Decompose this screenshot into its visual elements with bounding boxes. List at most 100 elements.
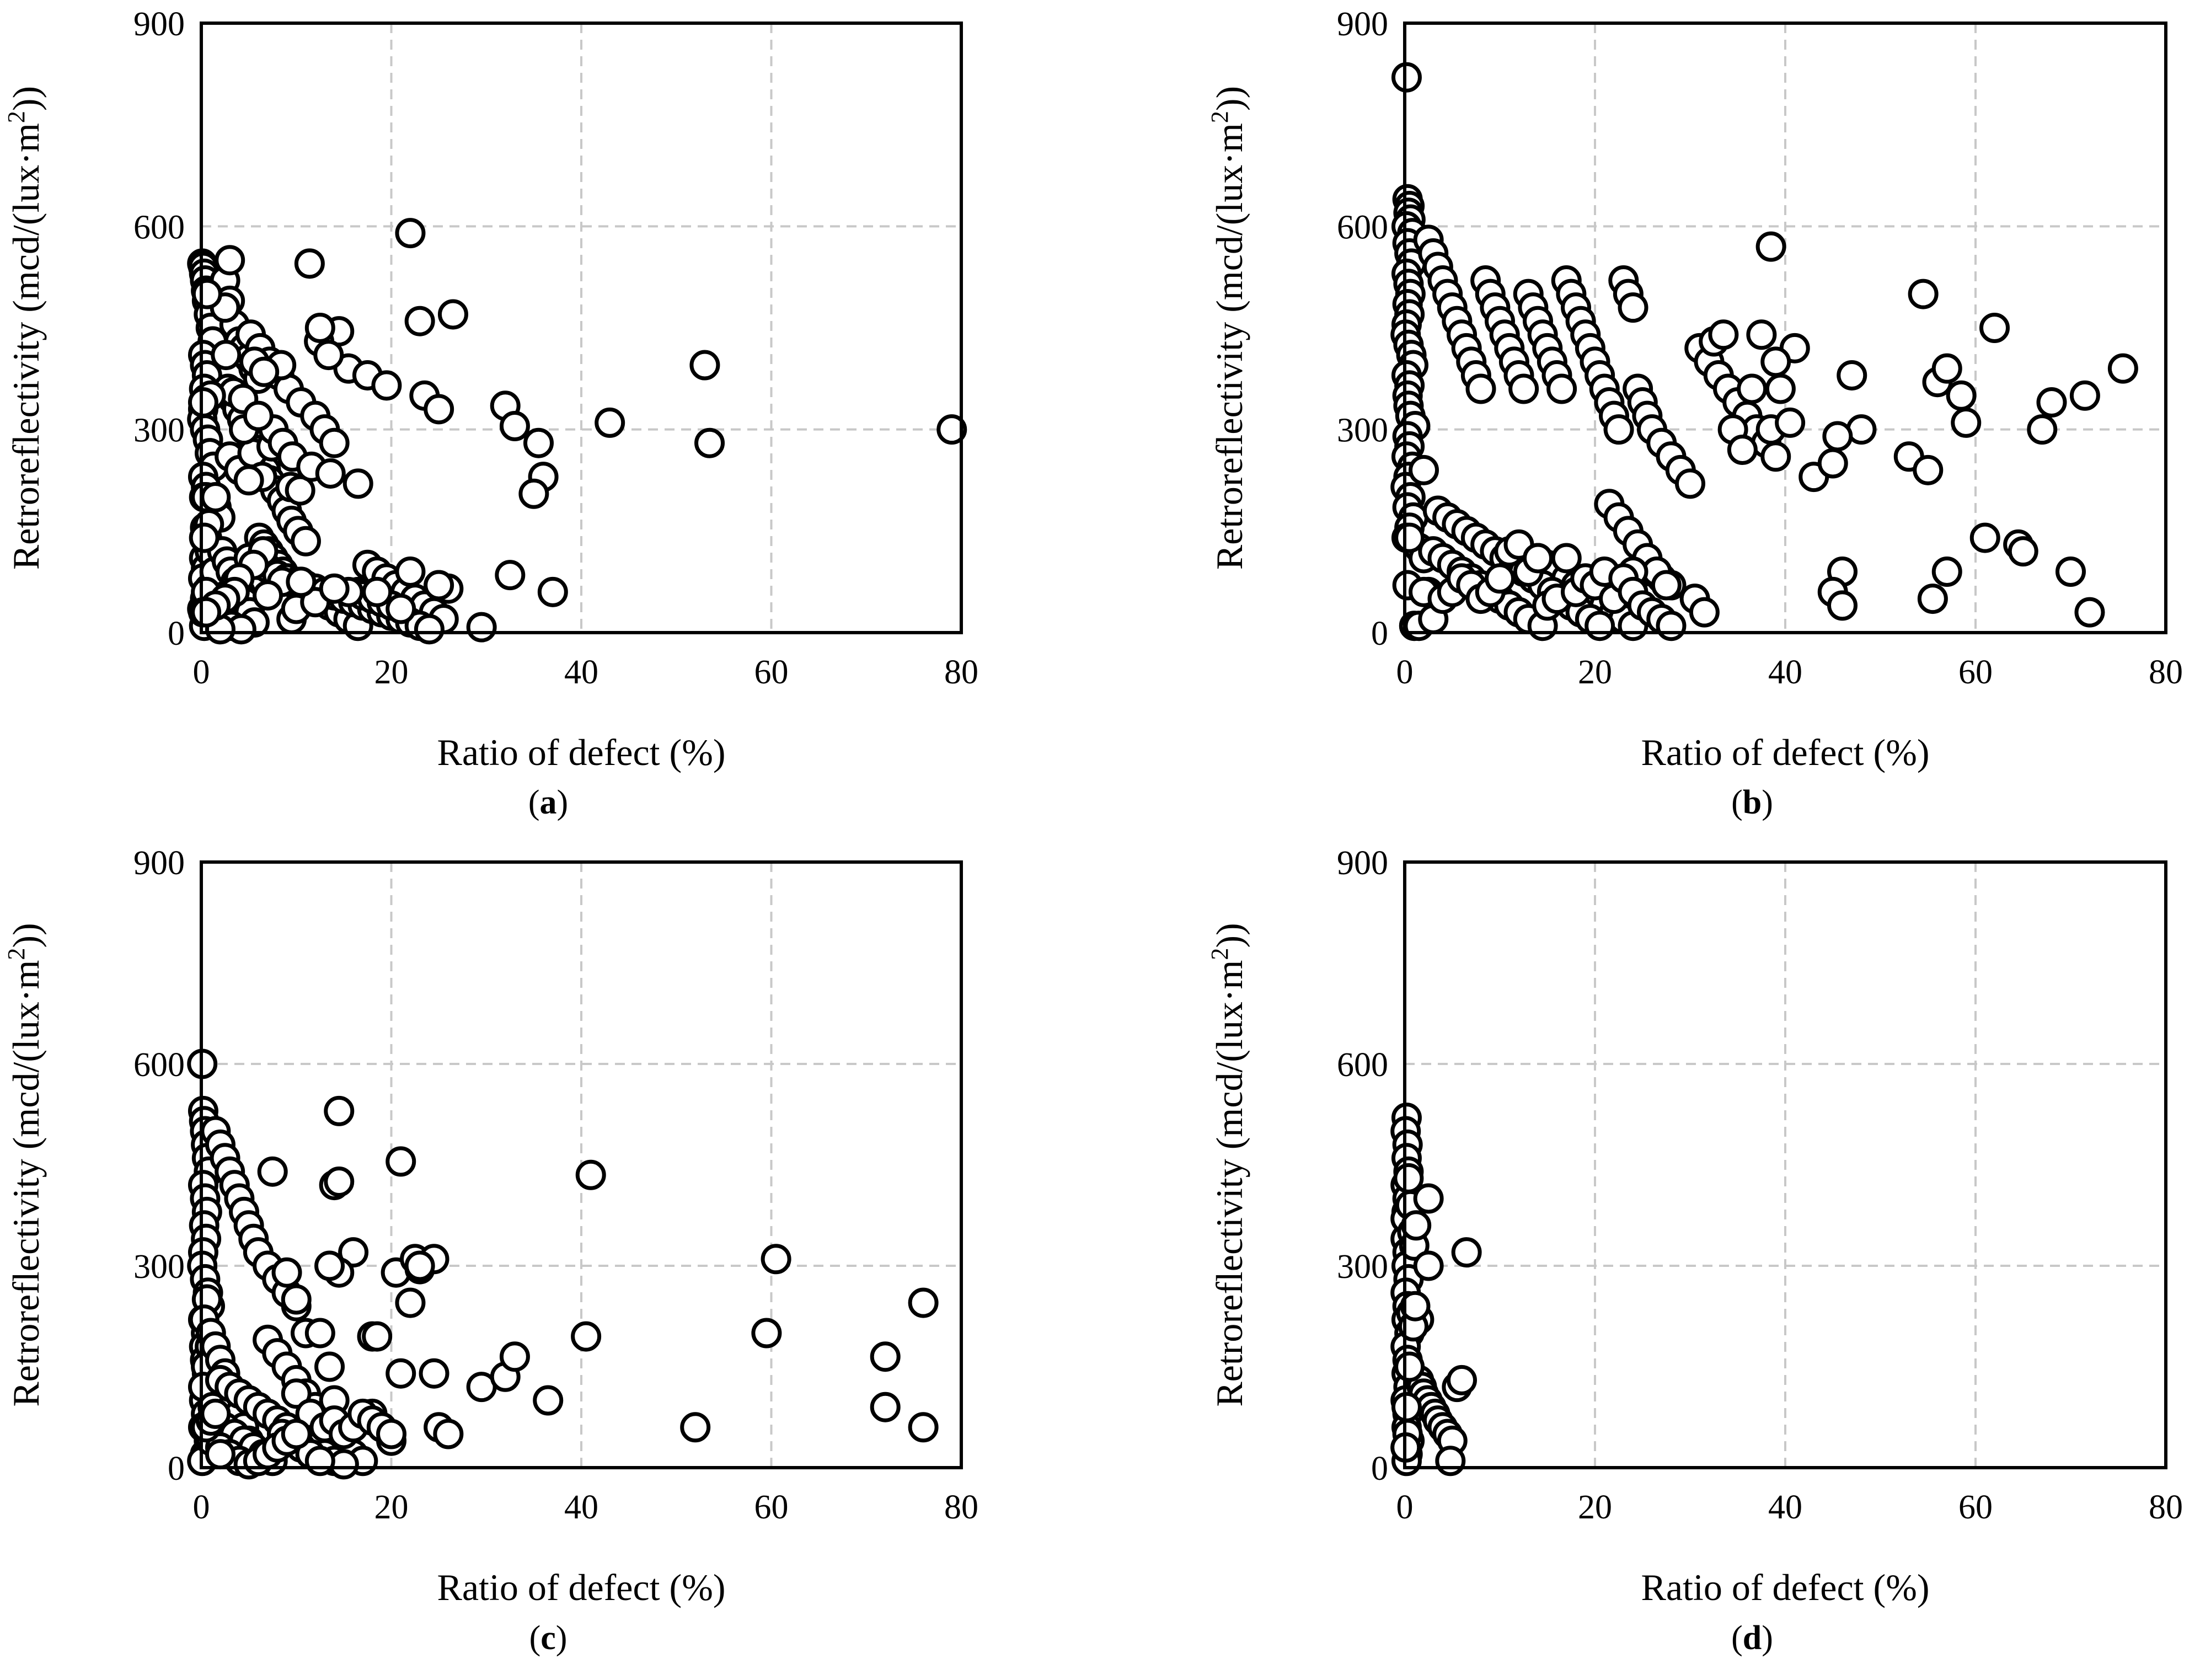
scatter-point [1451,1237,1482,1268]
scatter-point [499,411,530,442]
scatter-point [188,387,218,418]
y-tick-label: 900 [1337,844,1388,882]
scatter-point [1979,313,2010,343]
y-axis-title-main: Retroreflectivity (mcd/(lux·m [5,960,47,1407]
x-tick-label: 60 [1958,1489,1993,1526]
scatter-point [1755,231,1786,262]
scatter-point [376,1419,406,1449]
scatter-point [1603,414,1634,445]
x-tick-label: 80 [2149,654,2183,691]
scatter-point [1391,1392,1422,1422]
x-tick-label: 20 [1578,1489,1612,1526]
y-axis-title-main: Retroreflectivity (mcd/(lux·m [1208,123,1250,570]
scatter-point [433,1419,464,1449]
plot-area-frame [200,860,963,1469]
scatter-point [313,340,344,371]
y-axis-title: Retroreflectivity (mcd/(lux·m2)) [3,923,47,1406]
x-axis-title: Ratio of defect (%) [437,1566,726,1608]
scatter-point [395,1287,426,1318]
chart-panel-c: 0 20 40 60 80 0 300 600 900 Ratio of defect (%) Re… [3,844,978,1657]
scatter-point [870,1341,901,1372]
scatter-point [314,1250,345,1281]
scatter-point [304,1318,335,1349]
scatter-point [253,580,283,611]
scatter-point [571,1321,602,1352]
plot-area-frame [1403,22,2167,634]
panel-label-letter: c [540,1619,556,1657]
scatter-point [1837,360,1867,390]
x-tick-label: 80 [944,654,978,691]
scatter-point [1917,584,1948,614]
scatter-point [243,400,274,431]
panel-label: (a) [528,784,568,821]
y-axis-title-superscript: 2 [1206,111,1233,123]
scatter-point [290,526,321,557]
scatter-point [281,1378,312,1409]
scatter-point [200,481,231,512]
scatter-point [211,340,242,371]
scatter-point [249,356,280,387]
scatter-point [2069,380,2100,411]
y-tick-label: 600 [133,208,185,246]
scatter-point [1908,279,1939,309]
scatter-point [424,570,454,601]
scatter-point [200,1398,231,1429]
y-axis-title-tail: )) [5,86,47,111]
y-axis-title: Retroreflectivity (mcd/(lux·m2)) [1206,86,1250,570]
x-tick-label: 0 [193,654,210,691]
y-tick-label: 300 [133,412,185,450]
x-tick-label: 0 [1396,654,1414,691]
panel-label-letter: b [1743,784,1762,821]
x-tick-label: 20 [374,1489,409,1526]
scatter-point [1913,454,1944,485]
scatter-point [285,475,315,506]
chart-panel-d: 0 20 40 60 80 0 300 600 900 Ratio of defect (%) Re… [1206,844,2183,1657]
scatter-point [342,468,373,499]
scatter-point [233,465,264,496]
scatter-point [319,573,350,604]
x-tick-label: 20 [374,654,409,691]
scatter-point [1727,435,1758,465]
panel-label-close: ) [1762,1619,1773,1657]
panel-label-close: ) [557,784,569,821]
scatter-point [1394,522,1425,553]
scatter-point [2074,597,2105,628]
scatter-point [362,576,393,607]
scatter-series [187,1048,939,1480]
scatter-point [1708,319,1739,350]
scatter-series [1390,62,2138,641]
plot-area-frame [1403,860,2167,1469]
scatter-point [2027,414,2058,445]
scatter-point [1409,454,1439,485]
y-tick-label: 600 [133,1046,185,1084]
y-tick-label: 600 [1337,1046,1388,1084]
y-axis-title: Retroreflectivity (mcd/(lux·m2)) [1206,923,1250,1406]
panel-label: (b) [1731,784,1773,821]
scatter-point [936,414,967,445]
scatter-point [362,1321,393,1352]
y-tick-label: 300 [133,1248,185,1286]
panel-label-open: ( [528,784,540,821]
y-tick-label: 900 [1337,6,1388,43]
y-axis-title-main: Retroreflectivity (mcd/(lux·m [1208,960,1250,1407]
scatter-point [215,245,245,276]
scatter-point [414,614,445,645]
scatter-point [689,350,720,381]
scatter-point [1765,373,1796,404]
scatter-point [1546,373,1577,404]
scatter-point [1931,557,1962,587]
scatter-point [191,597,222,628]
scatter-point [908,1287,939,1318]
panel-label: (d) [1731,1619,1773,1657]
scatter-point [694,427,725,458]
scatter-point [314,1351,345,1382]
scatter-point [319,427,350,458]
scatter-point [1391,62,1422,93]
scatter-point [294,248,325,279]
x-axis-title: Ratio of defect (%) [1641,731,1930,773]
scatter-point [1760,441,1791,472]
scatter-point [1435,1446,1466,1476]
scatter-point [286,566,317,597]
scatter-point [205,1439,235,1470]
